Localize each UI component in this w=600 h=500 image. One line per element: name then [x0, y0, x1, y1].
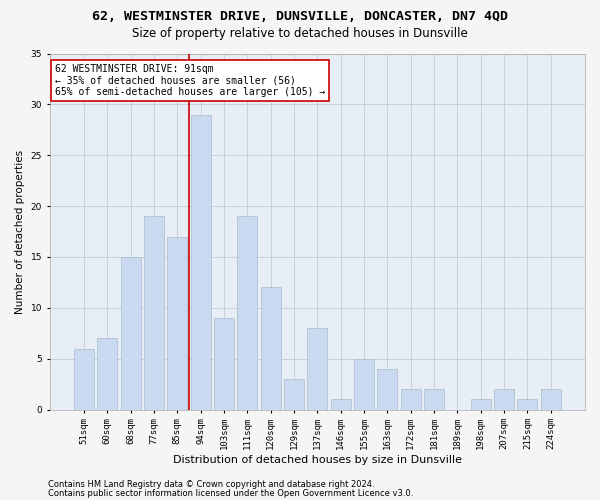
Bar: [377, 369, 397, 410]
Bar: [121, 257, 140, 410]
Bar: [331, 400, 350, 409]
Bar: [97, 338, 117, 409]
Bar: [494, 389, 514, 409]
Text: 62 WESTMINSTER DRIVE: 91sqm
← 35% of detached houses are smaller (56)
65% of sem: 62 WESTMINSTER DRIVE: 91sqm ← 35% of det…: [55, 64, 325, 98]
Bar: [74, 348, 94, 410]
Bar: [307, 328, 327, 409]
Bar: [517, 400, 538, 409]
Bar: [167, 236, 187, 410]
Bar: [261, 288, 281, 410]
Bar: [214, 318, 234, 410]
Bar: [191, 114, 211, 410]
Text: 62, WESTMINSTER DRIVE, DUNSVILLE, DONCASTER, DN7 4QD: 62, WESTMINSTER DRIVE, DUNSVILLE, DONCAS…: [92, 10, 508, 23]
Y-axis label: Number of detached properties: Number of detached properties: [15, 150, 25, 314]
Bar: [401, 389, 421, 409]
Text: Size of property relative to detached houses in Dunsville: Size of property relative to detached ho…: [132, 28, 468, 40]
Text: Contains HM Land Registry data © Crown copyright and database right 2024.: Contains HM Land Registry data © Crown c…: [48, 480, 374, 489]
Bar: [144, 216, 164, 410]
Text: Contains public sector information licensed under the Open Government Licence v3: Contains public sector information licen…: [48, 488, 413, 498]
Bar: [541, 389, 560, 409]
Bar: [354, 358, 374, 410]
Bar: [471, 400, 491, 409]
X-axis label: Distribution of detached houses by size in Dunsville: Distribution of detached houses by size …: [173, 455, 462, 465]
Bar: [284, 379, 304, 410]
Bar: [238, 216, 257, 410]
Bar: [424, 389, 444, 409]
